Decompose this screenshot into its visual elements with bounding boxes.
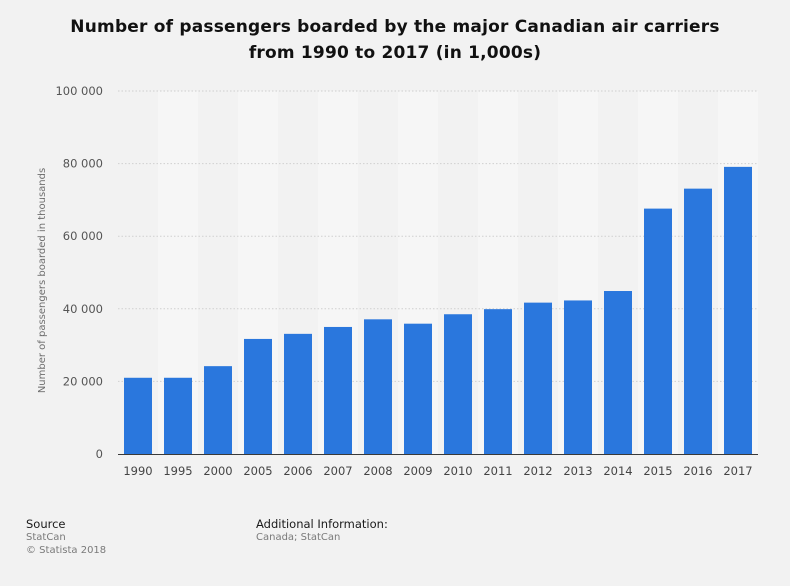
y-tick-label: 80 000 <box>63 157 103 171</box>
chart-title-line-2: from 1990 to 2017 (in 1,000s) <box>248 43 542 63</box>
x-tick-label: 2017 <box>723 464 752 478</box>
y-tick-label: 40 000 <box>63 302 103 316</box>
bar <box>164 377 192 454</box>
x-tick-label: 2006 <box>283 464 312 478</box>
bar <box>524 302 552 454</box>
additional-info-text: Canada; StatCan <box>256 532 341 543</box>
y-tick-label: 100 000 <box>55 84 103 98</box>
x-tick-label: 2008 <box>363 464 392 478</box>
x-tick-label: 2012 <box>523 464 552 478</box>
x-tick-label: 2000 <box>203 464 232 478</box>
bar <box>244 338 272 454</box>
y-axis-ticks: 0 20 000 40 000 60 000 80 000 100 000 <box>55 84 103 461</box>
x-tick-label: 1990 <box>123 464 152 478</box>
bar <box>124 377 152 454</box>
source-name: StatCan <box>26 532 66 543</box>
y-tick-label: 0 <box>96 447 103 461</box>
copyright: © Statista 2018 <box>26 545 107 556</box>
additional-info-label: Additional Information: <box>256 517 388 531</box>
x-tick-label: 2015 <box>643 464 672 478</box>
x-tick-label: 2007 <box>323 464 352 478</box>
bar <box>484 309 512 454</box>
x-tick-label: 2005 <box>243 464 272 478</box>
x-tick-label: 1995 <box>163 464 192 478</box>
source-block: Source StatCan © Statista 2018 <box>26 517 106 557</box>
bar <box>684 188 712 454</box>
bar <box>364 319 392 454</box>
bars <box>124 166 752 454</box>
x-tick-label: 2016 <box>683 464 712 478</box>
y-tick-label: 20 000 <box>63 374 103 388</box>
x-tick-label: 2014 <box>603 464 632 478</box>
x-axis-ticks: 1990 1995 2000 2005 2006 2007 2008 2009 2010 2011… <box>123 464 752 478</box>
bar <box>724 166 752 454</box>
bar <box>204 366 232 454</box>
bar <box>324 326 352 454</box>
bar <box>444 314 472 454</box>
additional-info-block: Additional Information: Canada; StatCan <box>256 517 388 544</box>
bar <box>564 300 592 454</box>
x-tick-label: 2009 <box>403 464 432 478</box>
chart-title: Number of passengers boarded by the majo… <box>0 14 790 66</box>
bar <box>284 333 312 454</box>
source-label: Source <box>26 517 66 531</box>
bar <box>404 323 432 454</box>
x-tick-label: 2010 <box>443 464 472 478</box>
y-tick-label: 60 000 <box>63 229 103 243</box>
chart-title-line-1: Number of passengers boarded by the majo… <box>70 17 720 37</box>
bar <box>644 208 672 454</box>
x-tick-label: 2011 <box>483 464 512 478</box>
y-axis-label: Number of passengers boarded in thousand… <box>37 168 48 393</box>
x-tick-label: 2013 <box>563 464 592 478</box>
bar <box>604 291 632 454</box>
